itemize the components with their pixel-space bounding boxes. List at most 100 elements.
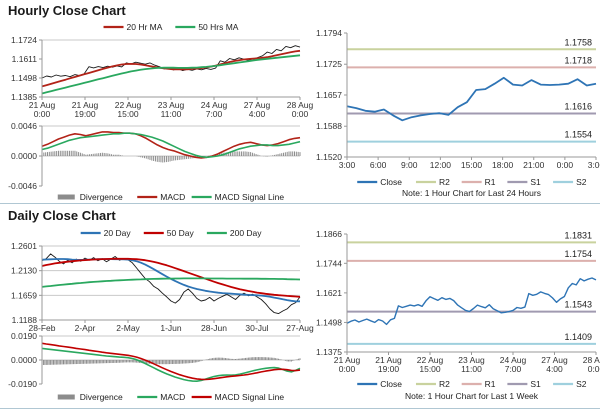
x-tick-label: 21 Aug <box>29 100 56 110</box>
legend-label-20-day: 20 Day <box>104 228 132 238</box>
level-label-r2: 1.1831 <box>564 230 592 240</box>
x-tick-label: 0:00 <box>34 109 51 119</box>
x-tick-label: 2-Apr <box>75 323 96 333</box>
y-tick-label: -0.0046 <box>8 181 37 191</box>
section-divider <box>0 408 600 409</box>
hourly-pivot-chart: 1.1758 1.1718 1.1616 1.1554 1.1794 1.1725 1.16… <box>316 28 600 198</box>
level-label-s2: 1.1554 <box>564 130 592 140</box>
legend-label-r2: R2 <box>439 177 450 187</box>
legend-label-close: Close <box>380 177 402 187</box>
y-tick-label: 1.1498 <box>11 73 37 83</box>
y-tick-label: 1.1744 <box>316 258 342 268</box>
x-tick-label: 28 Aug <box>583 355 600 365</box>
x-tick-label: 23 Aug <box>458 355 485 365</box>
y-tick-label: 1.1794 <box>316 28 342 38</box>
x-tick-label: 27-Aug <box>286 323 314 333</box>
level-label-r2: 1.1758 <box>564 37 592 47</box>
daily-section-title: Daily Close Chart <box>8 208 116 223</box>
series-close <box>346 76 597 122</box>
x-tick-label: 27 Aug <box>244 100 271 110</box>
divergence-bars <box>41 150 301 163</box>
y-tick-label: 1.1725 <box>316 59 342 69</box>
legend-label-20-hr-ma: 20 Hr MA <box>127 22 163 32</box>
y-tick-label: 1.1724 <box>11 35 37 45</box>
legend-label-macd-signal-line: MACD Signal Line <box>215 192 285 202</box>
legend-label-s2: S2 <box>576 177 587 187</box>
level-label-s2: 1.1409 <box>564 332 592 342</box>
x-tick-label: 0:00 <box>292 109 309 119</box>
series-macd <box>41 131 301 159</box>
x-tick-label: 28-Jun <box>201 323 227 333</box>
legend-label-s1: S1 <box>530 177 541 187</box>
series-macd <box>41 347 301 383</box>
y-tick-label: 1.1520 <box>316 152 342 162</box>
y-tick-label: 1.1385 <box>11 92 37 102</box>
daily-pivot-chart: 1.1831 1.1754 1.1543 1.1409 1.1866 1.1744 1.16… <box>316 229 600 401</box>
y-tick-label: 0.0190 <box>11 331 37 341</box>
x-tick-label: 0:00 <box>339 364 356 374</box>
hourly-section-title: Hourly Close Chart <box>8 3 126 18</box>
x-tick-label: 3:00 <box>339 160 356 170</box>
series-50-day <box>41 257 301 298</box>
chart-note: Note: 1 Hour Chart for Last 1 Week <box>405 391 539 401</box>
legend-label-r1: R1 <box>485 177 496 187</box>
x-tick-label: 21 Aug <box>72 100 99 110</box>
level-label-r1: 1.1718 <box>564 55 592 65</box>
axes: 0.0046 0.0000 -0.0046 <box>8 121 43 191</box>
x-tick-label: 9:00 <box>401 160 418 170</box>
series-200-day <box>41 277 301 288</box>
legend-label-r1: R1 <box>485 379 496 389</box>
x-tick-label: 27 Aug <box>541 355 568 365</box>
y-tick-label: 1.2601 <box>11 241 37 251</box>
level-label-s1: 1.1616 <box>564 102 592 112</box>
x-tick-label: 4:00 <box>249 109 266 119</box>
legend-label-close: Close <box>380 379 402 389</box>
y-tick-label: 0.0000 <box>11 355 37 365</box>
gridlines <box>42 245 300 296</box>
legend-label-macd: MACD <box>160 392 185 402</box>
x-tick-label: 4:00 <box>546 364 563 374</box>
y-tick-label: 1.1659 <box>11 290 37 300</box>
legend-label-macd: MACD <box>160 192 185 202</box>
legend: 20 Day 50 Day 200 Day <box>80 228 262 238</box>
level-label-r1: 1.1754 <box>564 249 592 259</box>
x-tick-label: 21:00 <box>523 160 545 170</box>
y-tick-label: 1.1611 <box>12 54 38 64</box>
series-close <box>41 45 301 79</box>
y-tick-label: 1.1657 <box>316 90 342 100</box>
legend: Close R2 R1 S1 S2 <box>357 177 587 187</box>
legend-label-200-day: 200 Day <box>230 228 262 238</box>
x-tick-label: 30-Jul <box>245 323 268 333</box>
x-tick-label: 2-May <box>116 323 140 333</box>
legend: Divergence MACD MACD Signal Line <box>57 392 284 402</box>
legend: Divergence MACD MACD Signal Line <box>57 192 285 202</box>
x-tick-label: 24 Aug <box>201 100 228 110</box>
x-tick-label: 15:00 <box>419 364 441 374</box>
x-tick-label: 19:00 <box>378 364 400 374</box>
section-divider <box>0 203 600 204</box>
y-tick-label: 1.1588 <box>316 121 342 131</box>
x-tick-label: 3:00 <box>588 160 600 170</box>
legend-label-s2: S2 <box>576 379 587 389</box>
x-tick-label: 1-Jun <box>160 323 182 333</box>
x-tick-label: 15:00 <box>117 109 139 119</box>
x-tick-label: 7:00 <box>206 109 223 119</box>
x-tick-label: 21 Aug <box>375 355 402 365</box>
x-tick-label: 22 Aug <box>115 100 142 110</box>
series-close <box>41 253 301 315</box>
y-tick-label: 0.0000 <box>11 151 37 161</box>
x-tick-label: 12:00 <box>430 160 452 170</box>
series-close <box>346 277 597 326</box>
legend-label-50-day: 50 Day <box>167 228 195 238</box>
x-tick-label: 11:00 <box>461 364 482 374</box>
legend: Close R2 R1 S1 S2 <box>357 379 587 389</box>
y-tick-label: 1.1375 <box>316 347 342 357</box>
daily-macd-chart: 0.0190 0.0000 -0.0190 Divergence MACD MACD Si… <box>8 331 301 402</box>
x-tick-label: 22 Aug <box>417 355 444 365</box>
series-macd-signal-line <box>41 132 301 159</box>
